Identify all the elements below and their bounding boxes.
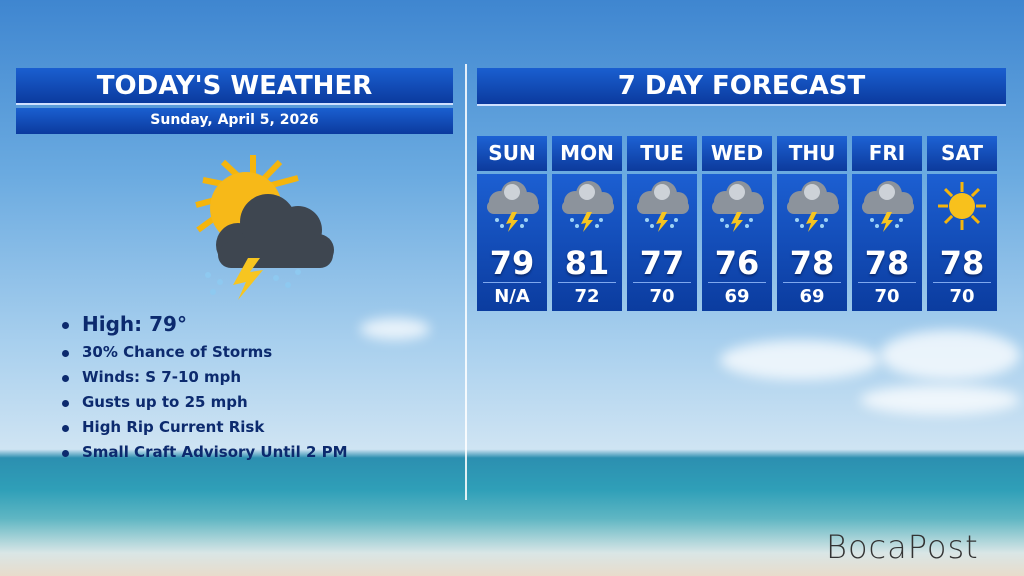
cloud <box>360 318 430 340</box>
day-body: 77 70 <box>627 174 697 311</box>
forecast-day-fri: FRI 78 70 <box>852 136 922 311</box>
detail-storm-chance: 30% Chance of Storms <box>62 343 348 361</box>
day-label: SUN <box>477 136 547 171</box>
separator <box>783 282 841 283</box>
thunderstorm-icon <box>857 180 917 236</box>
sun-icon <box>932 180 992 236</box>
cloud <box>880 330 1020 380</box>
forecast-day-sat: SAT 78 70 <box>927 136 997 311</box>
separator <box>558 282 616 283</box>
low-temp: 72 <box>574 286 600 307</box>
detail-advisory: Small Craft Advisory Until 2 PM <box>62 443 348 461</box>
forecast-day-sun: SUN 79 N/A <box>477 136 547 311</box>
forecast-day-mon: MON 81 72 <box>552 136 622 311</box>
bocapost-logo: BocaPost <box>826 528 979 566</box>
day-body: 81 72 <box>552 174 622 311</box>
thunderstorm-icon <box>482 180 542 236</box>
separator <box>708 282 766 283</box>
day-body: 78 70 <box>852 174 922 311</box>
detail-high: High: 79° <box>62 312 348 336</box>
high-temp: 77 <box>639 244 685 282</box>
separator <box>483 282 541 283</box>
low-temp: N/A <box>494 286 530 307</box>
detail-rip-current: High Rip Current Risk <box>62 418 348 436</box>
forecast-day-tue: TUE 77 70 <box>627 136 697 311</box>
high-temp: 78 <box>789 244 835 282</box>
thunderstorm-icon <box>707 180 767 236</box>
day-label: WED <box>702 136 772 171</box>
separator <box>933 282 991 283</box>
forecast-day-thu: THU 78 69 <box>777 136 847 311</box>
forecast-title: 7 DAY FORECAST <box>477 68 1006 106</box>
day-body: 76 69 <box>702 174 772 311</box>
separator <box>633 282 691 283</box>
day-label: TUE <box>627 136 697 171</box>
high-temp: 81 <box>564 244 610 282</box>
today-title: TODAY'S WEATHER <box>16 68 453 105</box>
low-temp: 70 <box>874 286 900 307</box>
thunderstorm-icon <box>557 180 617 236</box>
cloud <box>720 340 880 380</box>
detail-winds: Winds: S 7-10 mph <box>62 368 348 386</box>
today-date: Sunday, April 5, 2026 <box>16 108 453 134</box>
today-details-list: High: 79° 30% Chance of Storms Winds: S … <box>62 312 348 468</box>
day-body: 78 70 <box>927 174 997 311</box>
low-temp: 69 <box>799 286 825 307</box>
detail-gusts: Gusts up to 25 mph <box>62 393 348 411</box>
low-temp: 69 <box>724 286 750 307</box>
day-label: THU <box>777 136 847 171</box>
forecast-day-wed: WED 76 69 <box>702 136 772 311</box>
day-label: FRI <box>852 136 922 171</box>
thunderstorm-icon <box>632 180 692 236</box>
high-temp: 78 <box>864 244 910 282</box>
high-temp: 79 <box>489 244 535 282</box>
day-label: MON <box>552 136 622 171</box>
high-temp: 78 <box>939 244 985 282</box>
day-body: 79 N/A <box>477 174 547 311</box>
sun-storm-cloud-icon <box>195 155 334 300</box>
low-temp: 70 <box>649 286 675 307</box>
day-label: SAT <box>927 136 997 171</box>
separator <box>858 282 916 283</box>
day-body: 78 69 <box>777 174 847 311</box>
cloud <box>860 385 1020 415</box>
thunderstorm-icon <box>782 180 842 236</box>
divider <box>465 64 467 500</box>
high-temp: 76 <box>714 244 760 282</box>
low-temp: 70 <box>949 286 975 307</box>
